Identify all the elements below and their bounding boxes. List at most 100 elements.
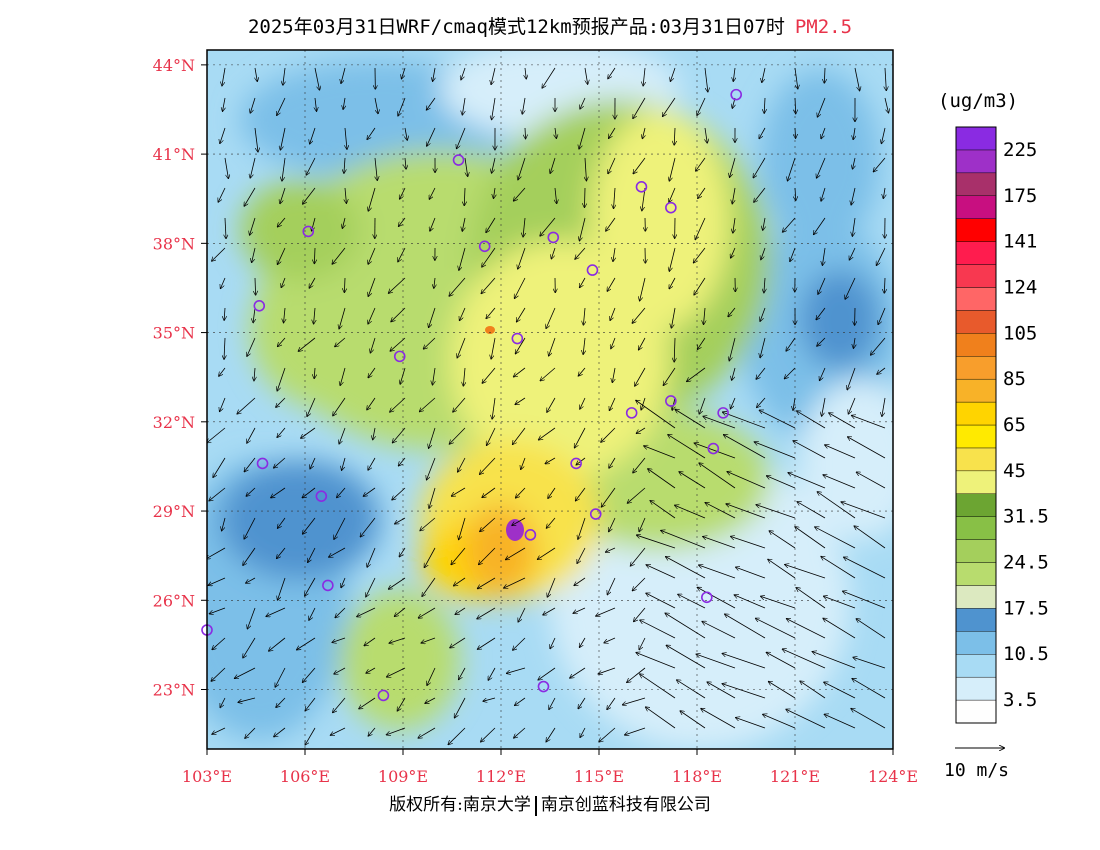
wind-arrow <box>696 157 706 171</box>
footer-divider <box>534 795 537 816</box>
wind-arrow <box>824 596 856 609</box>
wind-arrow <box>636 401 676 429</box>
wind-arrow <box>225 217 226 238</box>
wind-arrow <box>726 504 766 519</box>
wind-arrow <box>238 697 256 702</box>
wind-arrow <box>480 517 496 531</box>
wind-arrow <box>540 217 556 236</box>
wind-arrow <box>278 217 286 227</box>
wind-arrow <box>817 157 826 178</box>
lat-tick-label: 23°N <box>153 681 195 700</box>
wind-arrow <box>703 537 736 549</box>
wind-arrow <box>678 594 706 609</box>
wind-arrow <box>763 714 796 729</box>
lat-tick-label: 38°N <box>153 234 195 253</box>
wind-arrow <box>244 187 256 206</box>
wind-arrow <box>756 505 796 519</box>
wind-arrow <box>579 127 586 149</box>
wind-arrow <box>274 727 286 737</box>
wind-arrow <box>481 277 496 293</box>
city-marker <box>625 407 638 419</box>
wind-arrow <box>247 337 256 356</box>
wind-arrow <box>507 667 526 673</box>
wind-arrow <box>767 652 796 669</box>
wind-arrow <box>724 435 766 459</box>
wind-arrow <box>785 367 796 378</box>
wind-arrow <box>523 217 525 237</box>
wind-arrow <box>221 277 226 288</box>
wind-arrow <box>389 277 406 293</box>
wind-arrow <box>367 547 376 567</box>
wind-arrow <box>598 667 616 674</box>
lon-tick-label: 109°E <box>378 767 428 786</box>
wind-arrow <box>307 397 316 416</box>
wind-arrow <box>551 247 556 259</box>
wind-arrow <box>844 557 886 579</box>
wind-arrow <box>699 565 736 579</box>
wind-arrow <box>854 67 860 91</box>
wind-arrow <box>822 247 825 265</box>
wind-arrow <box>576 487 586 501</box>
wind-arrow <box>793 397 795 410</box>
wind-arrow <box>281 277 286 287</box>
wind-arrow <box>697 337 706 349</box>
lon-tick-label: 124°E <box>868 767 918 786</box>
wind-arrow <box>623 697 646 705</box>
wind-arrow <box>694 247 706 263</box>
wind-arrow <box>788 473 826 489</box>
wind-arrow <box>341 577 346 587</box>
wind-arrow <box>331 727 346 735</box>
wind-arrow <box>636 653 676 669</box>
copyright-footer: 版权所有:南京大学 南京创蓝科技有限公司 <box>0 790 1100 816</box>
colorbar-bin <box>955 333 997 357</box>
wind-arrow <box>518 607 526 622</box>
wind-arrow <box>754 187 766 202</box>
wind-arrow <box>760 307 766 321</box>
wind-arrow <box>800 681 826 699</box>
wind-arrow <box>342 457 346 470</box>
wind-arrow <box>575 427 586 448</box>
colorbar-label: 31.5 <box>1003 506 1049 528</box>
wind-arrow <box>699 397 706 414</box>
wind-arrow <box>482 487 496 497</box>
wind-arrow <box>308 547 316 562</box>
wind-arrow <box>633 157 646 174</box>
wind-arrow <box>733 67 735 81</box>
wind-arrow <box>851 709 886 729</box>
wind-arrow <box>646 707 676 729</box>
lon-tick-label: 112°E <box>476 767 526 786</box>
wind-arrow <box>578 697 586 709</box>
wind-arrow <box>642 127 645 138</box>
wind-arrow <box>884 277 885 293</box>
wind-arrow <box>368 187 376 211</box>
wind-arrow <box>433 67 435 81</box>
colorbar-bin <box>955 310 997 334</box>
wind-arrow <box>210 607 226 614</box>
wind-arrow <box>815 527 856 549</box>
wind-arrow <box>677 680 706 699</box>
wind-arrow <box>504 577 526 588</box>
wind-arrow <box>367 127 376 139</box>
wind-arrow <box>848 397 856 414</box>
wind-arrow <box>704 307 705 324</box>
wind-arrow <box>786 709 826 729</box>
wind-arrow <box>609 127 616 138</box>
colorbar-bin <box>955 287 997 311</box>
wind-arrow <box>305 727 316 745</box>
lat-tick-label: 32°N <box>153 413 195 432</box>
wind-arrow <box>818 277 826 294</box>
wind-arrow <box>763 217 765 230</box>
wind-arrow <box>607 577 616 594</box>
wind-arrow <box>278 577 286 600</box>
wind-arrow <box>580 637 586 647</box>
wind-arrow <box>783 649 826 669</box>
wind-arrow <box>631 547 646 566</box>
wind-arrow <box>213 457 226 477</box>
wind-arrow <box>387 727 406 735</box>
wind-arrow <box>573 607 586 613</box>
wind-arrow <box>368 247 376 264</box>
wind-arrow <box>420 517 436 530</box>
colorbar-bin <box>955 516 997 540</box>
copyright-company: 南京创蓝科技有限公司 <box>540 795 711 815</box>
wind-arrow <box>707 682 736 699</box>
